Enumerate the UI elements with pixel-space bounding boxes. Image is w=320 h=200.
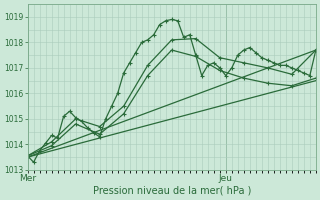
X-axis label: Pression niveau de la mer( hPa ): Pression niveau de la mer( hPa ) xyxy=(92,186,251,196)
